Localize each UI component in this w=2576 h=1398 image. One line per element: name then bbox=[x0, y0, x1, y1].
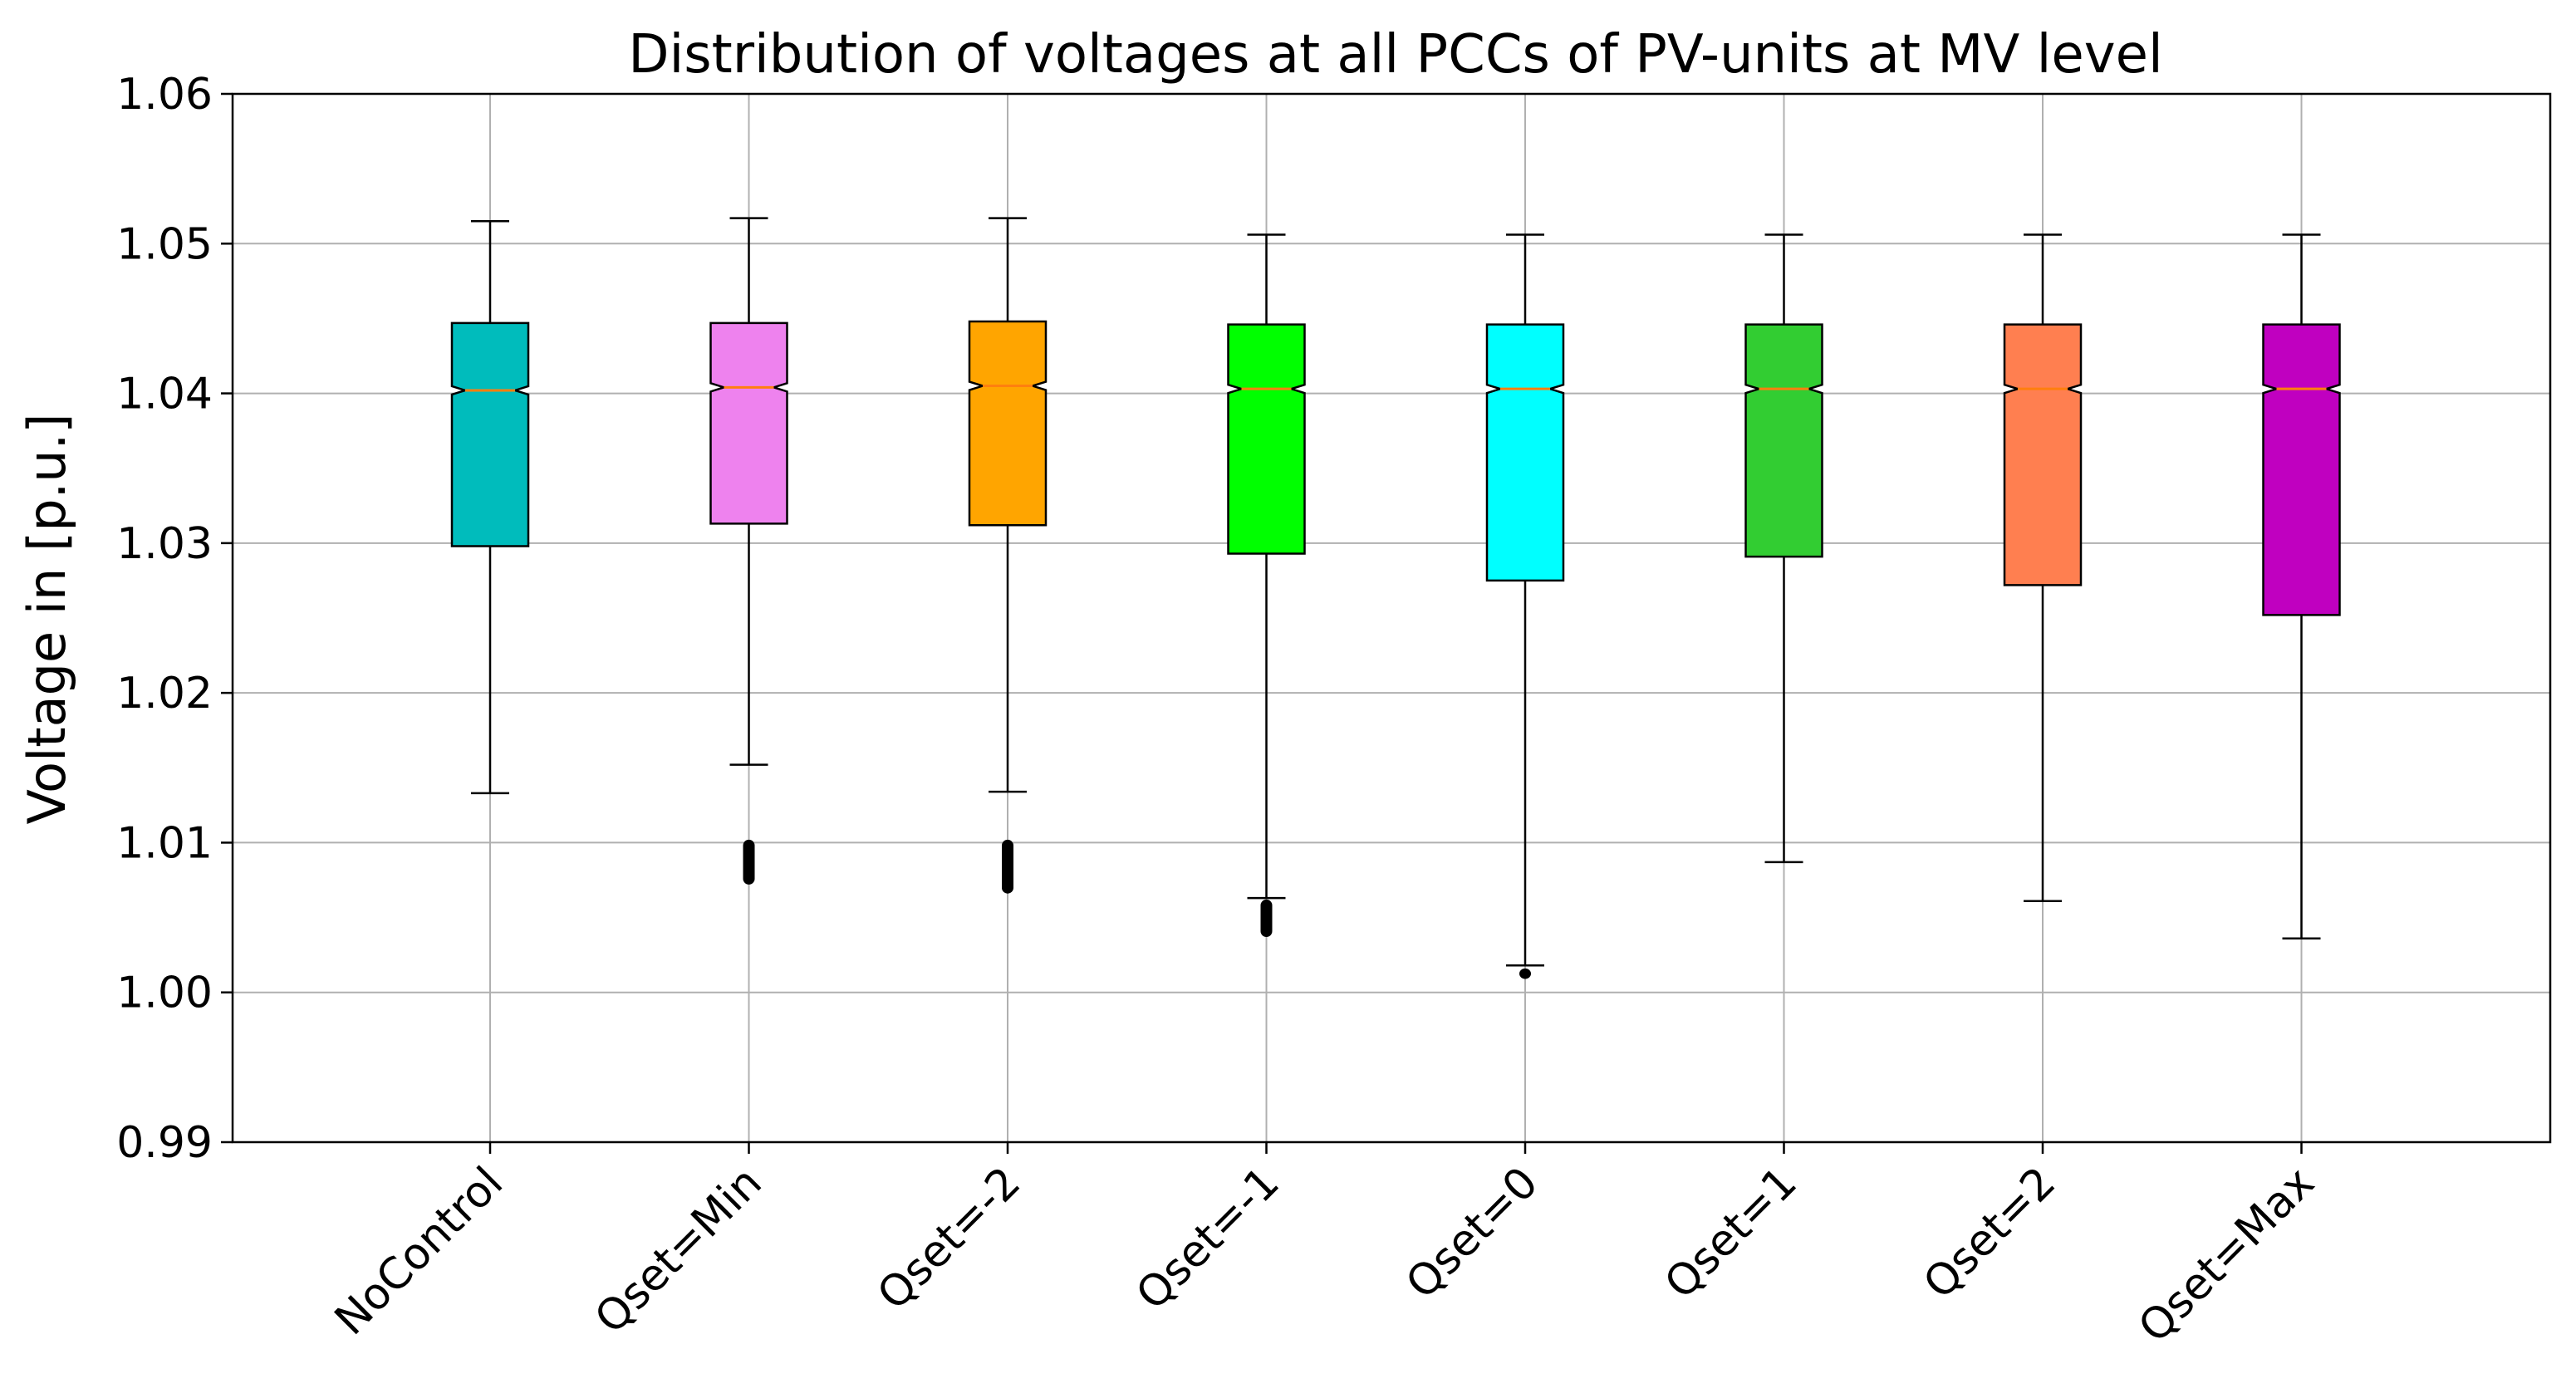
y-tick-label: 0.99 bbox=[116, 1118, 213, 1168]
chart-title: Distribution of voltages at all PCCs of … bbox=[628, 24, 2163, 86]
x-tick-label: NoControl bbox=[326, 1158, 513, 1345]
outlier-points bbox=[743, 839, 755, 885]
box-group bbox=[2003, 233, 2083, 902]
x-tick-label: Qset=-1 bbox=[1127, 1158, 1289, 1320]
x-tick-label: Qset=2 bbox=[1914, 1158, 2065, 1309]
x-tick-label: Qset=0 bbox=[1396, 1158, 1548, 1309]
box-body bbox=[1227, 323, 1306, 555]
x-axis-ticks: NoControl Qset=Min Qset=-2 Qset=-1 Qset=0 Qse… bbox=[326, 1142, 2324, 1352]
box-group bbox=[2262, 233, 2341, 940]
box-group bbox=[1227, 233, 1306, 938]
box-group bbox=[450, 219, 530, 795]
grid-lines bbox=[233, 93, 2550, 1143]
box-group bbox=[968, 217, 1048, 894]
box-body bbox=[968, 320, 1048, 527]
y-axis-ticks: 0.99 1.00 1.01 1.02 1.03 1.04 1.05 1.06 bbox=[116, 70, 233, 1168]
box-body bbox=[1744, 323, 1823, 558]
y-tick-label: 1.04 bbox=[116, 370, 213, 419]
y-tick-label: 1.06 bbox=[116, 70, 213, 120]
y-tick-label: 1.05 bbox=[116, 219, 213, 269]
box-body bbox=[2262, 323, 2341, 616]
box-body bbox=[2003, 323, 2083, 586]
outlier-points bbox=[1002, 839, 1013, 894]
x-tick-label: Qset=1 bbox=[1656, 1158, 1807, 1309]
x-tick-label: Qset=Min bbox=[586, 1158, 772, 1344]
y-tick-label: 1.03 bbox=[116, 519, 213, 569]
y-axis-label: Voltage in [p.u.] bbox=[17, 414, 77, 825]
x-tick-label: Qset=-2 bbox=[868, 1158, 1030, 1320]
y-tick-label: 1.02 bbox=[116, 669, 213, 719]
plot-frame bbox=[231, 92, 2552, 1144]
box-group bbox=[1744, 233, 1823, 864]
box-group bbox=[709, 217, 788, 885]
box-body bbox=[709, 321, 788, 525]
x-tick-label: Qset=Max bbox=[2129, 1158, 2323, 1352]
box-series bbox=[450, 217, 2341, 979]
box-body bbox=[450, 321, 530, 547]
y-tick-label: 1.00 bbox=[116, 969, 213, 1018]
y-tick-label: 1.01 bbox=[116, 818, 213, 868]
box-group bbox=[1485, 233, 1565, 979]
outlier-points bbox=[1519, 968, 1531, 979]
outlier-points bbox=[1260, 899, 1273, 938]
box-body bbox=[1485, 323, 1565, 582]
